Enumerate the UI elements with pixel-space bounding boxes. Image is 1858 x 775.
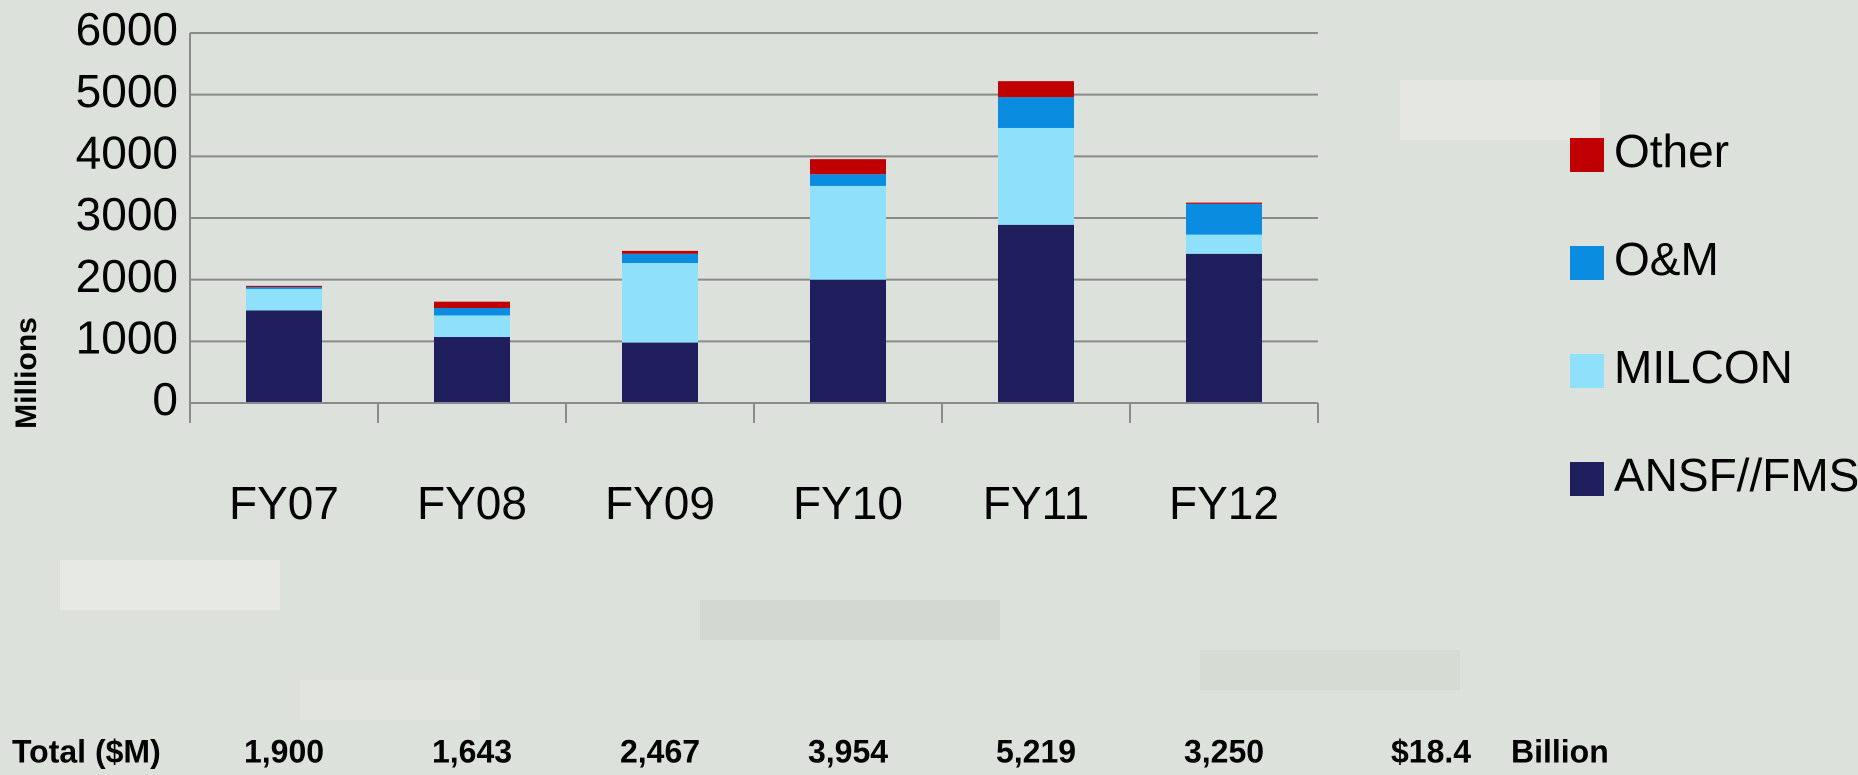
x-tick-label: FY07 [229, 477, 339, 529]
bar-segment [246, 310, 322, 403]
grand-total-unit: Billion [1511, 733, 1609, 769]
grand-total: $18.4 [1391, 733, 1471, 769]
bar-segment [810, 279, 886, 403]
total-value: 1,643 [432, 733, 512, 769]
bar-segment [246, 287, 322, 289]
bar-segment [1186, 203, 1262, 235]
legend-swatch [1570, 462, 1604, 496]
total-value: 1,900 [244, 733, 324, 769]
bar-segment [1186, 202, 1262, 204]
y-tick-label: 3000 [76, 188, 178, 240]
bar-segment [434, 337, 510, 403]
total-value: 5,219 [996, 733, 1076, 769]
bar-segment [434, 315, 510, 338]
bar-segment [622, 342, 698, 403]
bar-segment [998, 224, 1074, 403]
x-tick-label: FY10 [793, 477, 903, 529]
totals-label: Total ($M) [12, 733, 161, 769]
bar-segment [1186, 234, 1262, 254]
y-axis-title: Millions [10, 317, 43, 429]
total-value: 3,954 [808, 733, 888, 769]
bar-segment [246, 288, 322, 311]
bar-segment [1186, 253, 1262, 403]
y-tick-label: 5000 [76, 65, 178, 117]
y-tick-label: 4000 [76, 126, 178, 178]
x-tick-label: FY08 [417, 477, 527, 529]
bar-segment [434, 301, 510, 309]
bar-segment [434, 308, 510, 316]
legend-label: ANSF//FMS [1614, 449, 1858, 501]
legend-swatch [1570, 138, 1604, 172]
bar-segment [810, 185, 886, 280]
y-tick-label: 1000 [76, 311, 178, 363]
bar-segment [622, 250, 698, 254]
bar-segment [998, 81, 1074, 98]
y-tick-label: 0 [152, 373, 178, 425]
x-tick-label: FY09 [605, 477, 715, 529]
legend-swatch [1570, 246, 1604, 280]
legend-label: Other [1614, 125, 1729, 177]
legend-label: MILCON [1614, 341, 1793, 393]
bar-segment [246, 285, 322, 288]
bar-segment [622, 253, 698, 264]
y-tick-label: 2000 [76, 250, 178, 302]
x-tick-label: FY11 [983, 477, 1090, 529]
bar-segment [810, 174, 886, 186]
total-value: 3,250 [1184, 733, 1264, 769]
bar-segment [622, 263, 698, 343]
x-tick-label: FY12 [1169, 477, 1279, 529]
total-value: 2,467 [620, 733, 700, 769]
legend-swatch [1570, 354, 1604, 388]
y-tick-label: 6000 [76, 3, 178, 55]
bar-segment [998, 127, 1074, 225]
bar-segment [998, 97, 1074, 128]
legend-label: O&M [1614, 233, 1719, 285]
bar-segment [810, 159, 886, 175]
